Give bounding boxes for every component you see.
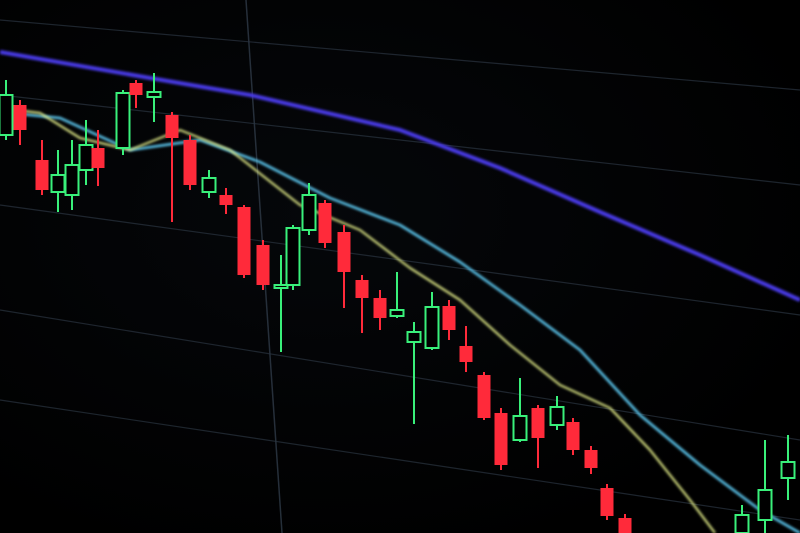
bearish-candle xyxy=(373,290,387,330)
grid-line xyxy=(0,19,800,91)
candles xyxy=(0,73,796,533)
bullish-candle xyxy=(64,140,80,210)
bullish-candle xyxy=(301,183,317,235)
bullish-candle xyxy=(389,272,405,318)
bearish-candle xyxy=(318,200,332,248)
grid-line xyxy=(0,399,800,521)
bearish-candle xyxy=(459,326,473,372)
bearish-candle xyxy=(566,418,580,455)
bearish-candle xyxy=(477,372,491,420)
bearish-candle xyxy=(600,484,614,520)
bearish-candle xyxy=(13,100,27,145)
bearish-candle xyxy=(165,112,179,222)
bearish-candle xyxy=(219,188,233,214)
ma-mid-line xyxy=(0,110,800,533)
bearish-candle xyxy=(183,135,197,190)
bullish-candle xyxy=(146,73,162,122)
bearish-candle xyxy=(129,80,143,108)
moving-average-lines xyxy=(0,50,800,533)
bullish-candle xyxy=(201,170,217,198)
bearish-candle xyxy=(618,514,632,533)
grid-line xyxy=(0,94,800,186)
bullish-candle xyxy=(734,505,750,533)
ma-fast-line xyxy=(0,107,716,533)
bullish-candle xyxy=(273,255,289,352)
bullish-candle xyxy=(285,225,301,290)
bullish-candle xyxy=(78,120,94,185)
bearish-candle xyxy=(35,140,49,195)
bullish-candle xyxy=(424,292,440,350)
bearish-candle xyxy=(256,240,270,290)
bearish-candle xyxy=(91,130,105,186)
bullish-candle xyxy=(406,322,422,424)
bearish-candle xyxy=(337,225,351,308)
bullish-candle xyxy=(549,396,565,430)
bearish-candle xyxy=(355,275,369,333)
bullish-candle xyxy=(50,150,66,212)
bearish-candle xyxy=(442,300,456,340)
bullish-candle xyxy=(115,90,131,155)
bearish-candle xyxy=(531,405,545,468)
bearish-candle xyxy=(494,408,508,470)
ma-slow-line xyxy=(0,50,800,302)
bullish-candle xyxy=(0,80,14,140)
bearish-candle xyxy=(584,446,598,474)
bullish-candle xyxy=(512,378,528,442)
bullish-candle xyxy=(757,440,773,533)
grid-line xyxy=(0,309,800,441)
bearish-candle xyxy=(237,205,251,278)
bullish-candle xyxy=(780,435,796,500)
